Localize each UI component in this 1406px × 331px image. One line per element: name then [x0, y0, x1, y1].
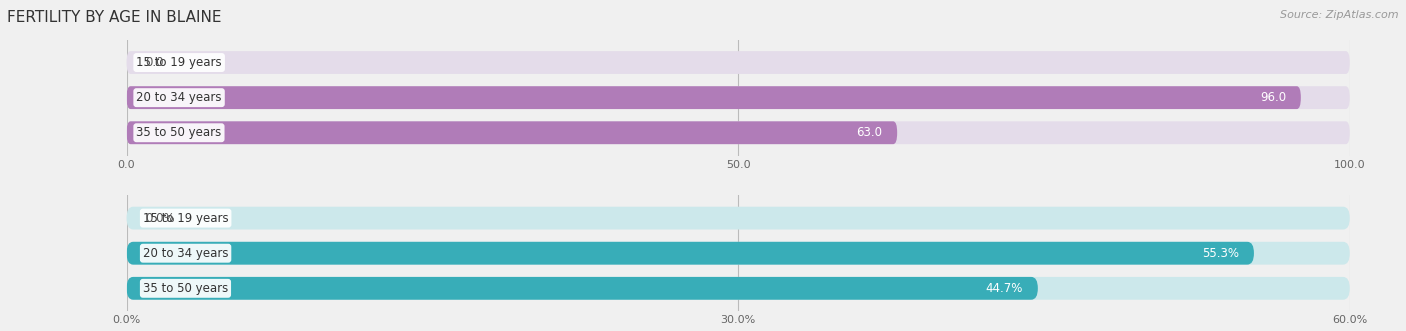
FancyBboxPatch shape [127, 277, 1038, 300]
FancyBboxPatch shape [127, 277, 1350, 300]
Text: 0.0%: 0.0% [145, 212, 174, 225]
Text: FERTILITY BY AGE IN BLAINE: FERTILITY BY AGE IN BLAINE [7, 10, 222, 25]
Text: 63.0: 63.0 [856, 126, 883, 139]
FancyBboxPatch shape [127, 242, 1350, 264]
FancyBboxPatch shape [127, 121, 897, 144]
Text: 0.0: 0.0 [145, 56, 163, 69]
Text: 55.3%: 55.3% [1202, 247, 1239, 260]
Text: 20 to 34 years: 20 to 34 years [136, 91, 222, 104]
Text: 20 to 34 years: 20 to 34 years [143, 247, 228, 260]
FancyBboxPatch shape [127, 207, 1350, 229]
Text: 44.7%: 44.7% [986, 282, 1024, 295]
FancyBboxPatch shape [127, 242, 1254, 264]
FancyBboxPatch shape [127, 86, 1350, 109]
Text: Source: ZipAtlas.com: Source: ZipAtlas.com [1281, 10, 1399, 20]
Text: 15 to 19 years: 15 to 19 years [143, 212, 228, 225]
Text: 35 to 50 years: 35 to 50 years [143, 282, 228, 295]
FancyBboxPatch shape [127, 121, 1350, 144]
Text: 35 to 50 years: 35 to 50 years [136, 126, 222, 139]
FancyBboxPatch shape [127, 86, 1301, 109]
FancyBboxPatch shape [127, 51, 1350, 74]
Text: 15 to 19 years: 15 to 19 years [136, 56, 222, 69]
Text: 96.0: 96.0 [1260, 91, 1286, 104]
